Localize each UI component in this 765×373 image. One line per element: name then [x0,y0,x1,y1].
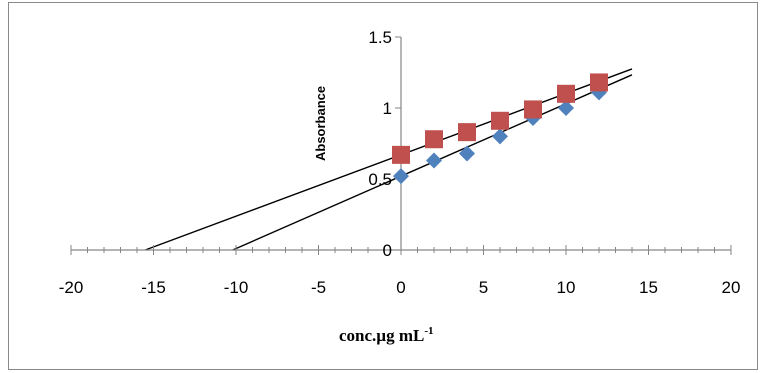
x-tick-label: 10 [557,278,576,297]
x-tick-label: 15 [639,278,658,297]
data-point-diamond [492,128,508,145]
x-axis-title: conc.µg mL-1 [339,325,434,345]
y-tick-label: 1.5 [368,28,392,47]
data-point-diamond [426,152,442,169]
data-point-diamond [459,145,475,162]
data-point-square [425,130,443,149]
x-axis-title-superscript: -1 [424,325,433,337]
data-point-square [458,123,476,142]
data-point-diamond [393,168,409,185]
x-tick-label: -5 [311,278,326,297]
y-tick-label: 0.5 [368,170,392,189]
x-tick-label: -20 [59,278,84,297]
y-axis-title: Absorbance [313,86,328,161]
x-tick-label: 0 [396,278,405,297]
data-point-square [392,145,410,164]
data-point-square [557,84,575,103]
scatter-plot: -20 -15 -10 -5 0 5 10 15 20 0 0.5 1 1.5 Absorbance c… [59,28,741,345]
trendline-series-2 [145,68,633,251]
x-tick-label: 20 [722,278,741,297]
x-axis-title-main: conc.µg mL [339,326,424,345]
x-tick-label: -10 [224,278,249,297]
x-tick-label: 5 [479,278,488,297]
x-tick-label: -15 [141,278,166,297]
data-point-square [590,73,608,92]
data-point-square [524,100,542,119]
data-point-diamond [558,100,574,116]
y-tick-label: 1 [383,99,392,118]
data-point-square [491,111,509,130]
y-tick-label: 0 [383,241,392,260]
chart-area: -20 -15 -10 -5 0 5 10 15 20 0 0.5 1 1.5 Absorbance c… [8,2,758,370]
